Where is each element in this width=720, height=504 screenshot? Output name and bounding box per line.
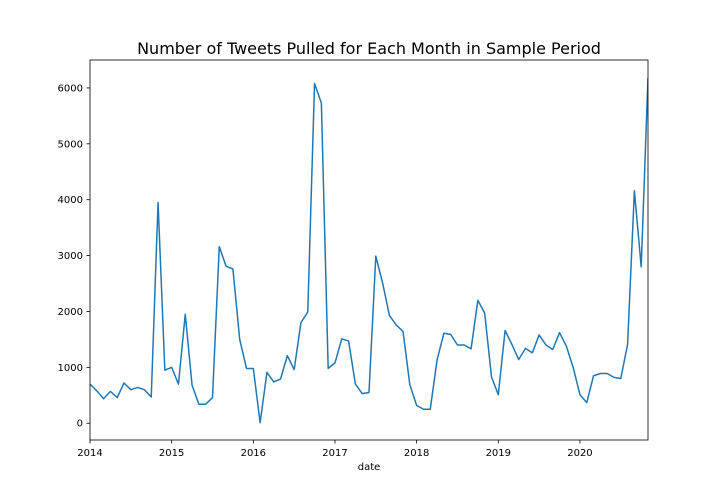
x-axis: 2014 2015 2016 2017 2018 2019 2020 [77, 440, 593, 459]
x-tick-label-2017: 2017 [322, 448, 347, 459]
series-line-0 [90, 77, 648, 424]
y-tick-label-0: 0 [77, 419, 83, 430]
x-axis-label: date [358, 462, 381, 473]
y-tick-label-3000: 3000 [58, 251, 83, 262]
plot-frame [89, 59, 649, 441]
y-tick-label-6000: 6000 [58, 83, 83, 94]
series-layer [90, 77, 648, 424]
y-tick-label-2000: 2000 [58, 307, 83, 318]
x-tick-label-2019: 2019 [486, 448, 511, 459]
y-tick-label-5000: 5000 [58, 139, 83, 150]
y-tick-label-4000: 4000 [58, 195, 83, 206]
y-tick-label-1000: 1000 [58, 363, 83, 374]
x-tick-label-2016: 2016 [241, 448, 266, 459]
chart-title: Number of Tweets Pulled for Each Month i… [137, 39, 601, 58]
x-tick-label-2015: 2015 [159, 448, 184, 459]
y-axis: 0 1000 2000 3000 4000 5000 6000 [58, 83, 90, 430]
x-tick-label-2018: 2018 [404, 448, 429, 459]
x-tick-label-2014: 2014 [77, 448, 102, 459]
x-tick-label-2020: 2020 [567, 448, 592, 459]
